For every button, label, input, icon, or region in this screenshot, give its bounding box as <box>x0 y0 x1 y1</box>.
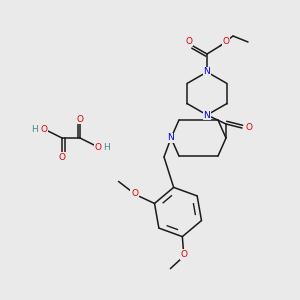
Text: O: O <box>40 124 47 134</box>
Text: N: N <box>204 68 210 76</box>
Text: O: O <box>245 122 253 131</box>
Text: N: N <box>168 134 174 142</box>
Text: O: O <box>223 37 230 46</box>
Text: O: O <box>76 115 83 124</box>
Text: O: O <box>185 37 193 46</box>
Text: O: O <box>58 152 65 161</box>
Text: H: H <box>32 124 38 134</box>
Text: O: O <box>94 142 101 152</box>
Text: N: N <box>204 110 210 119</box>
Text: O: O <box>181 250 188 259</box>
Text: H: H <box>103 142 110 152</box>
Text: O: O <box>131 189 138 198</box>
